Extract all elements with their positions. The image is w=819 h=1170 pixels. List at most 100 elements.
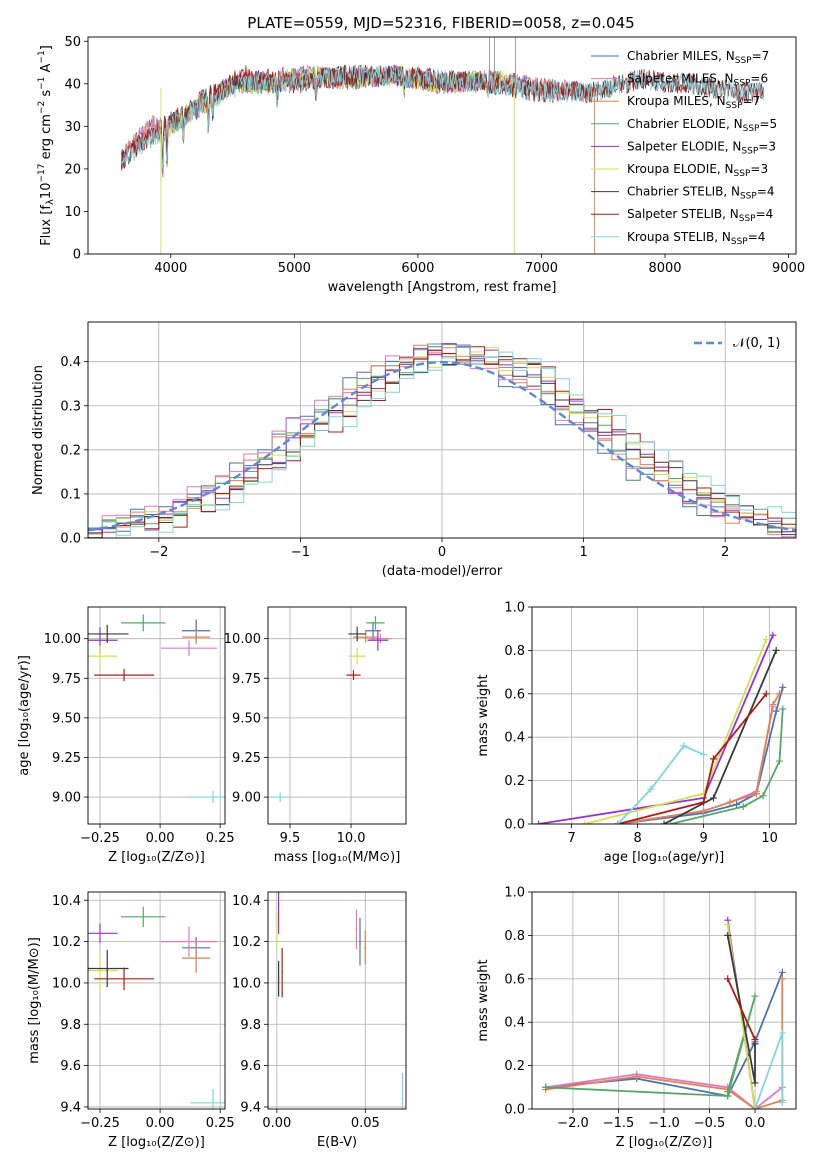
x-axis-label: age [log₁₀(age/yr)] xyxy=(604,850,725,865)
x-tick-label: 6000 xyxy=(401,261,434,276)
weight-line xyxy=(617,744,704,824)
y-axis-label: age [log₁₀(age/yr)] xyxy=(17,655,32,776)
weight-marker xyxy=(724,921,732,929)
weight-marker xyxy=(751,1079,759,1087)
y-tick-label: 9.4 xyxy=(240,1100,261,1115)
plot-age-vs-Z: −0.25 0.00 0.25 9.00 9.25 9.50 9.75 10.00 Z [log… xyxy=(17,606,235,865)
weight-marker xyxy=(769,631,777,639)
weight-marker xyxy=(751,1105,759,1109)
plot-area xyxy=(88,614,225,804)
x-tick-label: 2 xyxy=(721,545,729,560)
x-tick-label: 0.25 xyxy=(206,831,235,846)
weight-marker xyxy=(667,820,675,824)
x-tick-label: 4000 xyxy=(154,261,187,276)
weight-marker xyxy=(700,798,708,806)
x-tick-label: 5000 xyxy=(278,261,311,276)
y-tick-label: 10.00 xyxy=(44,632,81,647)
x-tick-label: 7000 xyxy=(525,261,558,276)
x-tick-label: −2 xyxy=(149,545,168,560)
spectrum-line xyxy=(121,64,764,172)
legend-label: Salpeter STELIB, NSSP=4 xyxy=(627,207,773,224)
x-tick-label: −1.0 xyxy=(648,1116,680,1131)
legend-label: Chabrier MILES, NSSP=7 xyxy=(627,49,769,66)
x-tick-label: 10 xyxy=(761,831,778,846)
weight-line xyxy=(617,693,781,824)
legend-label: Chabrier STELIB, NSSP=4 xyxy=(627,185,775,202)
y-tick-label: 1.0 xyxy=(504,601,525,616)
weight-marker xyxy=(772,707,780,715)
x-axis-label: Z [log₁₀(Z/Z⊙)] xyxy=(108,1135,205,1150)
y-tick-label: 0.6 xyxy=(504,972,525,987)
plot-area xyxy=(276,892,404,1109)
y-tick-label: 10 xyxy=(64,205,81,220)
x-tick-label: −2.0 xyxy=(557,1116,589,1131)
plot-residuals: −2 −1 0 1 2 0.0 0.1 0.2 0.3 0.4 (data-model)/error… xyxy=(31,321,797,579)
x-tick-label: 8000 xyxy=(648,261,681,276)
x-tick-label: −0.5 xyxy=(694,1116,726,1131)
weight-marker xyxy=(778,1029,786,1037)
y-tick-label: 9.4 xyxy=(60,1100,81,1115)
weight-marker xyxy=(700,807,708,815)
weight-marker xyxy=(751,992,759,1000)
y-tick-label: 30 xyxy=(64,120,81,135)
weight-marker xyxy=(776,690,783,698)
y-tick-label: 0.3 xyxy=(60,399,81,414)
y-tick-label: 0.4 xyxy=(504,1016,525,1031)
x-axis-label: wavelength [Angstrom, rest frame] xyxy=(328,280,557,295)
y-tick-label: 10.4 xyxy=(232,894,261,909)
x-tick-label: 0.00 xyxy=(146,1116,175,1131)
plots-layer: 4000 5000 6000 7000 8000 900001020304050wavel… xyxy=(17,35,805,1150)
plot-area xyxy=(268,616,392,802)
weight-line xyxy=(617,706,774,824)
y-tick-label: 9.50 xyxy=(232,711,261,726)
legend-label: Kroupa STELIB, NSSP=4 xyxy=(627,230,765,247)
weight-marker xyxy=(739,803,747,811)
x-axis-label: mass [log₁₀(M/M⊙)] xyxy=(274,850,401,865)
weight-marker xyxy=(700,751,708,759)
x-tick-label: 9.5 xyxy=(280,831,301,846)
axes-frame xyxy=(267,891,407,1110)
legend-label: Kroupa ELODIE, NSSP=3 xyxy=(627,162,768,179)
x-tick-label: 8 xyxy=(633,831,641,846)
y-tick-label: 0.2 xyxy=(504,774,525,789)
y-tick-label: 9.75 xyxy=(232,672,261,687)
weight-marker xyxy=(762,636,770,644)
x-axis-label: Z [log₁₀(Z/Z⊙)] xyxy=(108,850,205,865)
weight-marker xyxy=(778,1098,786,1106)
y-tick-label: 0.4 xyxy=(60,355,81,370)
weight-marker xyxy=(633,1072,641,1080)
x-tick-label: 10.0 xyxy=(337,831,366,846)
y-tick-label: 10.2 xyxy=(52,935,81,950)
y-tick-label: 0.0 xyxy=(60,532,81,547)
x-tick-label: 0.05 xyxy=(351,1116,380,1131)
plot-mass-vs-Z: −0.25 0.00 0.25 9.4 9.6 9.8 10.0 10.2 10.4 Z [log… xyxy=(27,891,235,1150)
x-axis-label: E(B-V) xyxy=(317,1135,357,1150)
axes-frame xyxy=(87,891,226,1110)
y-tick-label: 10.00 xyxy=(224,632,261,647)
y-tick-label: 9.8 xyxy=(240,1018,261,1033)
histogram-step xyxy=(88,346,796,538)
x-tick-label: 0.0 xyxy=(745,1116,766,1131)
y-axis-label: Flux [fλ10−17 erg cm−2 s−1 A−1] xyxy=(37,45,56,246)
y-tick-label: 9.6 xyxy=(60,1059,81,1074)
weight-marker xyxy=(542,1083,550,1091)
legend: Chabrier MILES, NSSP=7 Salpeter MILES, NS… xyxy=(591,49,777,247)
plot-mass-weight-vs-Z: −2.0 −1.5 −1.0 −0.5 0.0 0.0 0.2 0.4 0.6 0.8 1.0 Z [… xyxy=(476,886,797,1150)
weight-marker xyxy=(680,742,688,750)
legend-label: 𝒩(0, 1) xyxy=(733,336,780,351)
weight-marker xyxy=(759,792,767,800)
plot-area xyxy=(542,916,786,1109)
weight-marker xyxy=(614,820,622,824)
y-tick-label: 10.4 xyxy=(52,894,81,909)
weight-line xyxy=(726,978,756,1040)
legend-label: Salpeter ELODIE, NSSP=3 xyxy=(627,139,776,156)
y-tick-label: 0.8 xyxy=(504,644,525,659)
axes-frame xyxy=(531,606,797,825)
weight-line xyxy=(617,693,767,824)
plot-area xyxy=(88,906,225,1109)
weight-marker xyxy=(724,975,732,983)
y-tick-label: 1.0 xyxy=(504,886,525,901)
spectrum-line xyxy=(121,64,764,170)
x-tick-label: −1.5 xyxy=(603,1116,635,1131)
